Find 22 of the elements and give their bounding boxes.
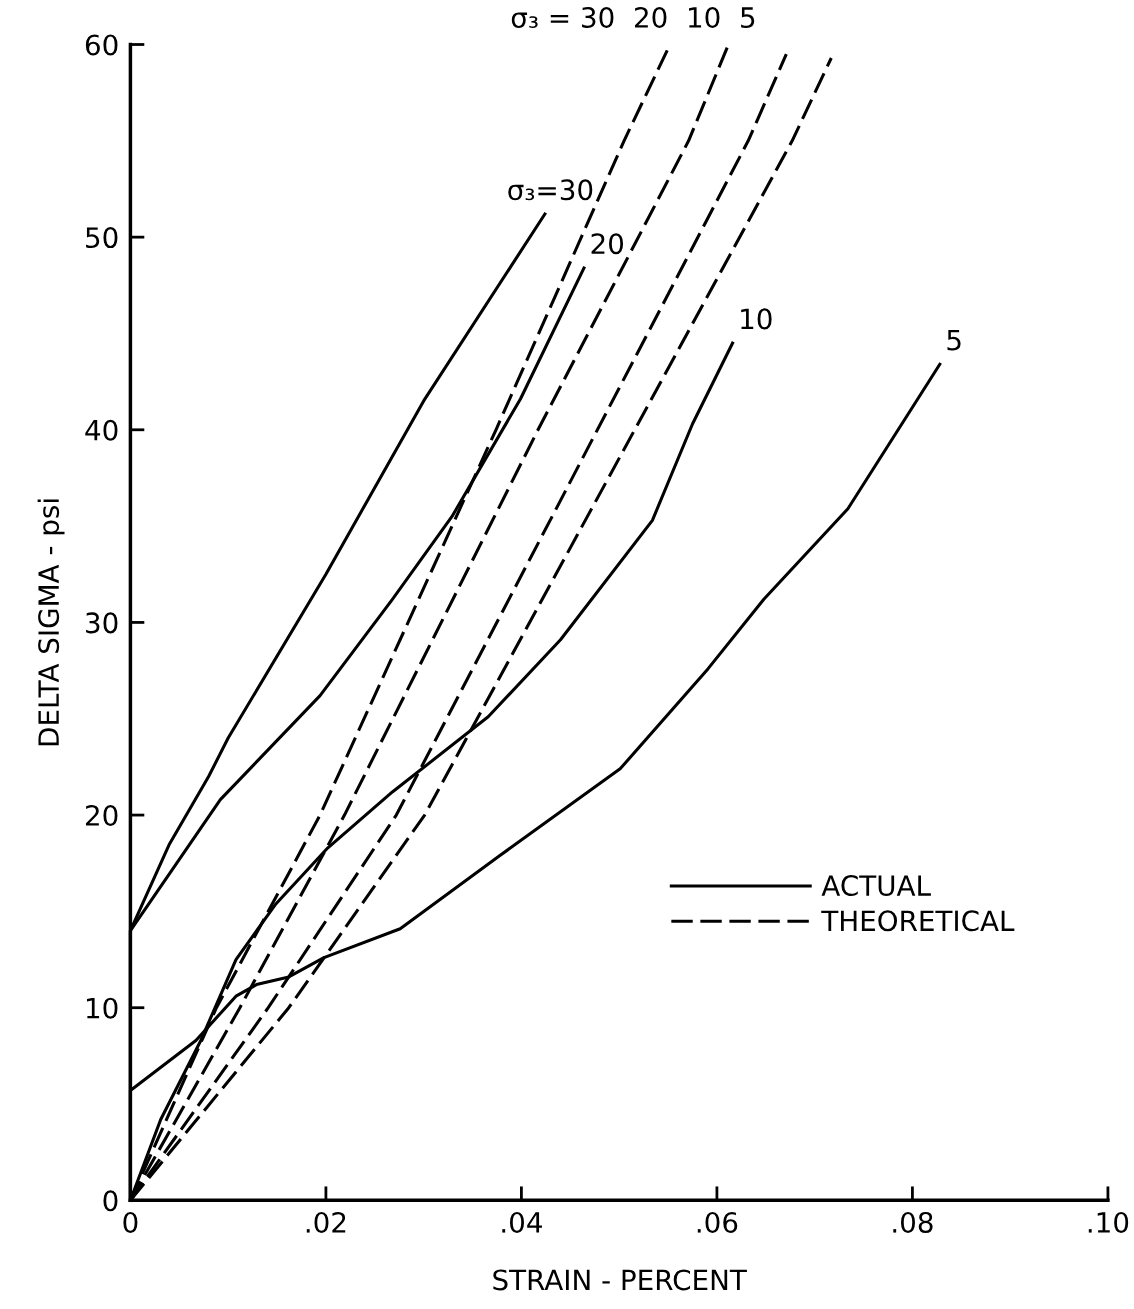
legend-label: ACTUAL bbox=[821, 875, 931, 897]
x-tick-label: 0 bbox=[123, 1211, 138, 1233]
legend-label: THEORETICAL bbox=[821, 910, 1015, 932]
y-axis-title: DELTA SIGMA - psi bbox=[37, 499, 65, 746]
annotation: σ₃ = 30 20 10 5 bbox=[511, 7, 755, 29]
annotation: 5 bbox=[947, 329, 961, 351]
y-tick-label: 40 bbox=[85, 419, 118, 441]
y-tick-label: 20 bbox=[85, 805, 118, 827]
annotation: 10 bbox=[741, 308, 772, 330]
x-tick-label: .04 bbox=[502, 1211, 542, 1233]
y-tick-label: 50 bbox=[86, 227, 118, 249]
x-axis-title: STRAIN - PERCENT bbox=[493, 1269, 747, 1291]
x-tick-label: .02 bbox=[306, 1211, 346, 1233]
y-tick-label: 0 bbox=[103, 1190, 118, 1212]
annotation: σ₃=30 bbox=[508, 179, 593, 201]
y-tick-label: 60 bbox=[85, 34, 118, 56]
x-tick-label: .06 bbox=[697, 1211, 738, 1233]
x-tick-label: .10 bbox=[1088, 1211, 1129, 1233]
y-tick-label: 10 bbox=[87, 997, 118, 1019]
x-tick-label: .08 bbox=[893, 1211, 933, 1233]
annotation: 20 bbox=[591, 233, 624, 255]
y-tick-label: 30 bbox=[86, 612, 118, 634]
